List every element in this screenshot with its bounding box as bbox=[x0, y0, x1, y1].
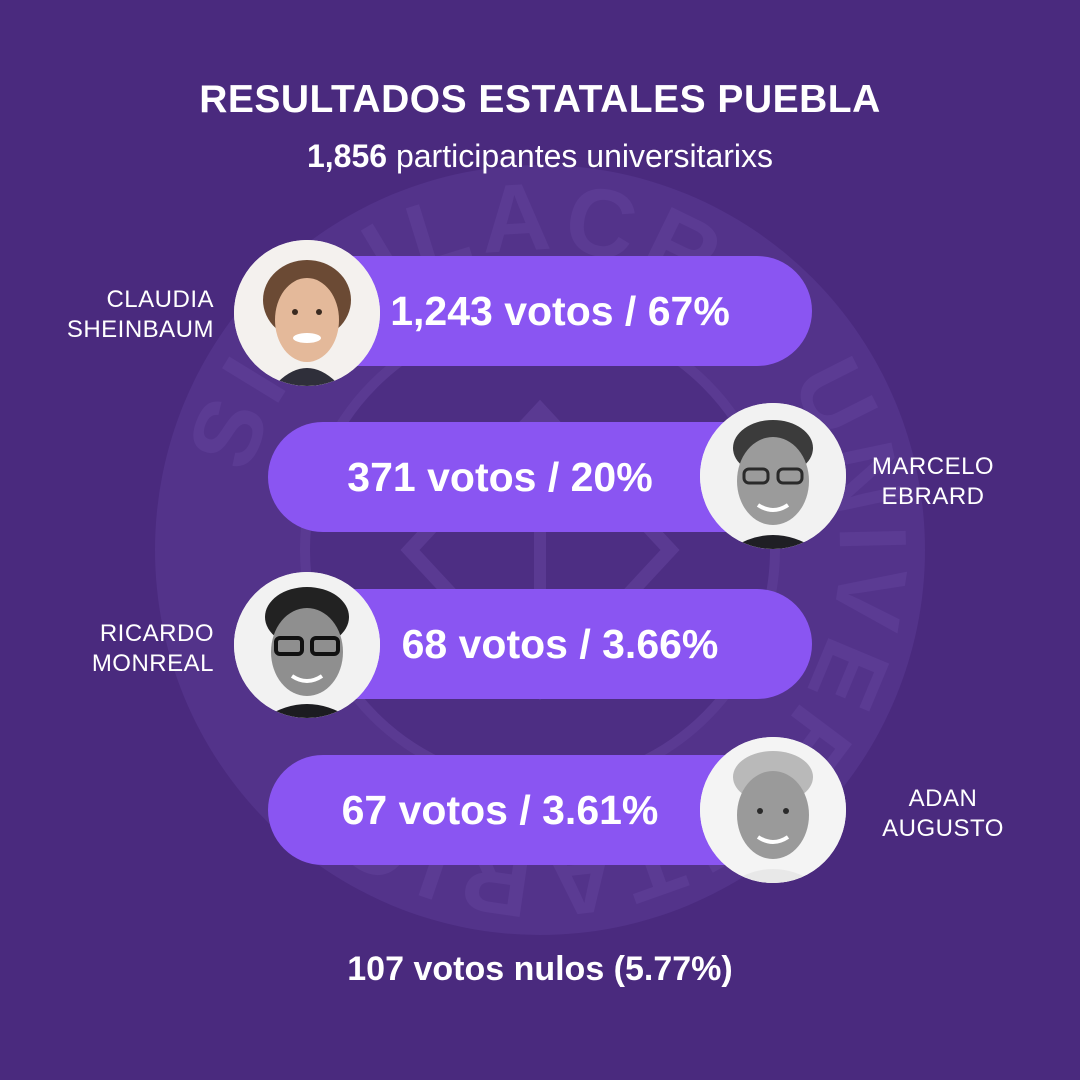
candidate-name-line: MONREAL bbox=[91, 650, 214, 677]
result-text: 371 votos / 20% bbox=[347, 453, 653, 500]
candidate-name-line: CLAUDIA bbox=[106, 286, 214, 313]
result-text: 68 votos / 3.66% bbox=[401, 620, 719, 667]
candidate-name-line: EBRARD bbox=[881, 483, 985, 510]
candidate-photo-monreal bbox=[234, 572, 380, 718]
candidate-photo-ebrard bbox=[700, 403, 846, 549]
candidate-name-ebrard: MARCELO EBRARD bbox=[848, 452, 1018, 512]
candidate-name-line: AUGUSTO bbox=[882, 815, 1004, 842]
candidate-name-line: SHEINBAUM bbox=[66, 316, 214, 343]
participants-label: participantes universitarixs bbox=[395, 138, 773, 174]
candidate-name-line: RICARDO bbox=[99, 620, 214, 647]
candidate-name-sheinbaum: CLAUDIA SHEINBAUM bbox=[28, 285, 214, 345]
candidate-name-line: ADAN bbox=[908, 785, 978, 812]
candidate-photo-sheinbaum bbox=[234, 240, 380, 386]
null-votes: 107 votos nulos (5.77%) bbox=[347, 950, 733, 988]
result-text: 1,243 votos / 67% bbox=[390, 287, 730, 334]
participants-line: 1,856 participantes universitarixs bbox=[0, 138, 1080, 175]
candidate-name-monreal: RICARDO MONREAL bbox=[28, 619, 214, 679]
candidate-name-line: MARCELO bbox=[871, 453, 995, 480]
participants-count: 1,856 bbox=[306, 138, 388, 174]
candidate-photo-augusto bbox=[700, 737, 846, 883]
candidate-name-augusto: ADAN AUGUSTO bbox=[858, 784, 1028, 844]
result-text: 67 votos / 3.61% bbox=[341, 786, 659, 833]
result-bar-monreal: 68 votos / 3.66% bbox=[268, 589, 812, 699]
page-title: RESULTADOS ESTATALES PUEBLA bbox=[199, 78, 881, 121]
